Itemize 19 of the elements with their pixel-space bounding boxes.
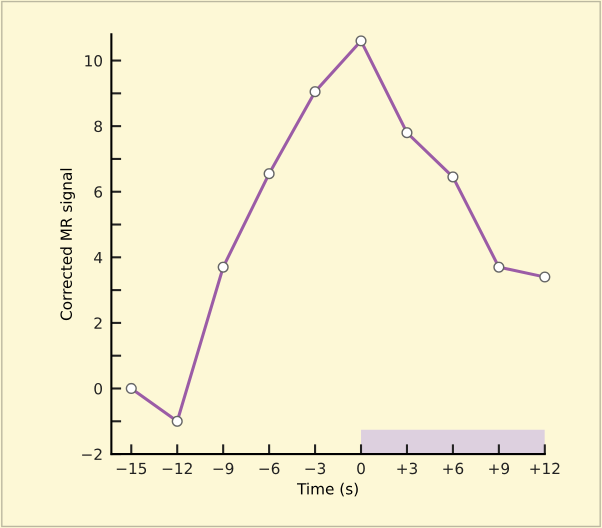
x-tick-label: −6 bbox=[259, 462, 280, 474]
x-tick-label: 0 bbox=[357, 462, 365, 474]
y-axis-title: Corrected MR signal bbox=[60, 168, 75, 320]
y-tick-label: −2 bbox=[82, 448, 102, 460]
x-tick-label: −9 bbox=[214, 462, 234, 474]
x-tick-label: +6 bbox=[443, 462, 464, 474]
x-tick-label: +9 bbox=[489, 462, 510, 474]
x-tick-label: +12 bbox=[530, 462, 560, 474]
y-tick-label: 4 bbox=[94, 252, 102, 264]
x-tick-label: +3 bbox=[397, 462, 417, 474]
y-tick-label: 0 bbox=[94, 382, 102, 395]
y-tick-label: 10 bbox=[85, 55, 102, 67]
y-tick-label: 8 bbox=[94, 120, 102, 132]
y-tick-label: 2 bbox=[94, 317, 102, 329]
x-axis-title: Time (s) bbox=[296, 482, 358, 496]
x-tick-label: −12 bbox=[162, 462, 192, 474]
y-tick-label: 6 bbox=[94, 186, 102, 198]
x-tick-label: −15 bbox=[116, 462, 146, 474]
x-tick-label: −3 bbox=[305, 462, 326, 474]
